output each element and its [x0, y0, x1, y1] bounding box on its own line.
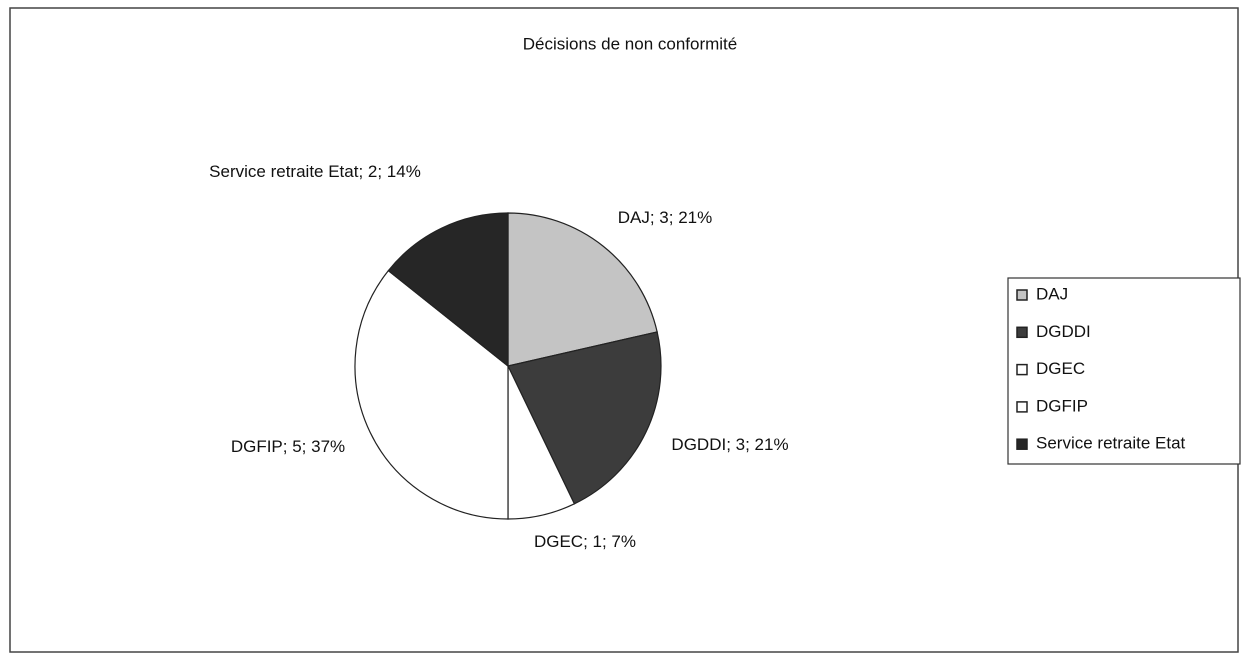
- data-label: DGFIP; 5; 37%: [230, 437, 346, 456]
- pie-slice: [387, 212, 509, 368]
- pie-slice: [354, 269, 509, 520]
- data-label: DAJ; 3; 21%: [617, 208, 713, 227]
- pie-slice: [507, 331, 662, 505]
- data-label: Service retraite Etat; 2; 14%: [209, 162, 421, 181]
- pie-slice: [507, 212, 658, 367]
- legend-swatch: [1016, 401, 1028, 413]
- chart-title: Décisions de non conformité: [523, 34, 738, 53]
- legend-swatch: [1016, 289, 1028, 301]
- legend-box: [1007, 277, 1241, 465]
- data-label: DGEC; 1; 7%: [533, 532, 637, 551]
- legend-label: DGEC: [1036, 359, 1085, 378]
- legend-label: DGFIP: [1036, 396, 1088, 415]
- data-label: DGDDI; 3; 21%: [671, 435, 789, 454]
- legend-swatch: [1016, 326, 1028, 339]
- legend-label: DGDDI: [1036, 322, 1091, 341]
- legend-swatch: [1016, 438, 1028, 450]
- legend-swatch: [1016, 363, 1028, 376]
- legend-label: DAJ: [1036, 284, 1068, 303]
- legend-label: Service retraite Etat: [1036, 434, 1186, 453]
